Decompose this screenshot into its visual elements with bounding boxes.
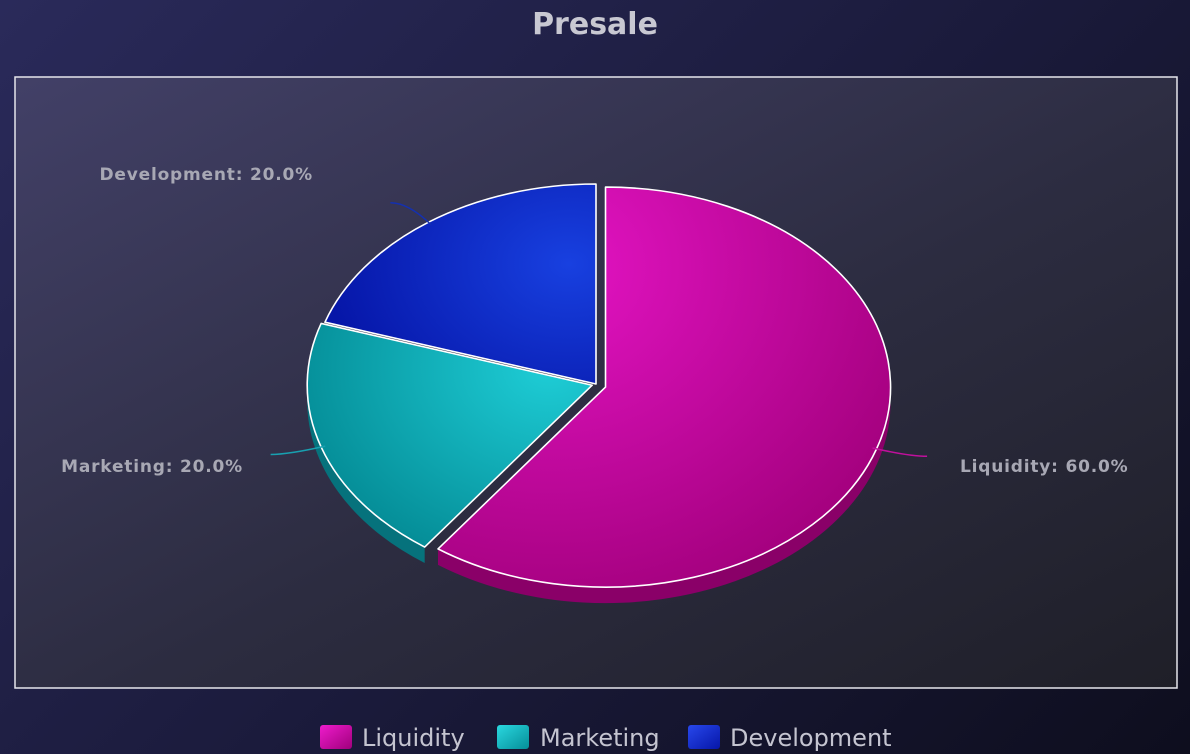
legend: Liquidity Marketing Development bbox=[320, 724, 892, 752]
slice-side-liquidity bbox=[437, 387, 891, 604]
legend-swatch-liquidity[interactable] bbox=[320, 725, 352, 749]
legend-swatch-marketing[interactable] bbox=[497, 725, 529, 749]
leader-line-liquidity bbox=[872, 447, 928, 458]
leader-line-marketing bbox=[270, 445, 326, 456]
leader-line-development bbox=[390, 202, 432, 226]
legend-label-development[interactable]: Development bbox=[730, 724, 892, 752]
legend-label-marketing[interactable]: Marketing bbox=[540, 724, 660, 752]
slice-label-development: Development: 20.0% bbox=[100, 165, 314, 185]
chart-title: Presale bbox=[532, 7, 658, 42]
slice-side-marketing bbox=[307, 385, 425, 564]
pie-slices bbox=[270, 183, 928, 604]
slice-label-marketing: Marketing: 20.0% bbox=[61, 457, 243, 477]
legend-label-liquidity[interactable]: Liquidity bbox=[362, 724, 465, 752]
slice-label-liquidity: Liquidity: 60.0% bbox=[960, 457, 1128, 477]
legend-swatch-development[interactable] bbox=[688, 725, 720, 749]
